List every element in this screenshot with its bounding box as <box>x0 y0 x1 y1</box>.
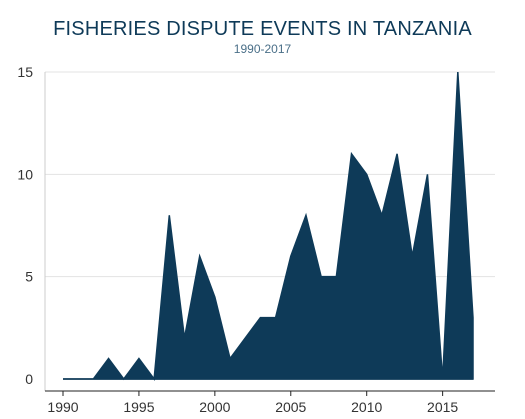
area-series <box>63 71 474 382</box>
y-tick-label: 15 <box>17 64 33 80</box>
x-tick-label: 2000 <box>199 399 230 415</box>
y-tick-label: 10 <box>17 166 33 182</box>
chart-title: FISHERIES DISPUTE EVENTS IN TANZANIA <box>53 18 472 40</box>
y-tick-label: 0 <box>25 371 33 387</box>
x-tick-label: 1990 <box>47 399 78 415</box>
x-tick-label: 2015 <box>427 399 458 415</box>
x-tick-label: 2005 <box>275 399 306 415</box>
y-tick-label: 5 <box>25 269 33 285</box>
x-tick-label: 1995 <box>123 399 154 415</box>
x-tick-label: 2010 <box>351 399 382 415</box>
chart-subtitle: 1990-2017 <box>233 42 292 56</box>
